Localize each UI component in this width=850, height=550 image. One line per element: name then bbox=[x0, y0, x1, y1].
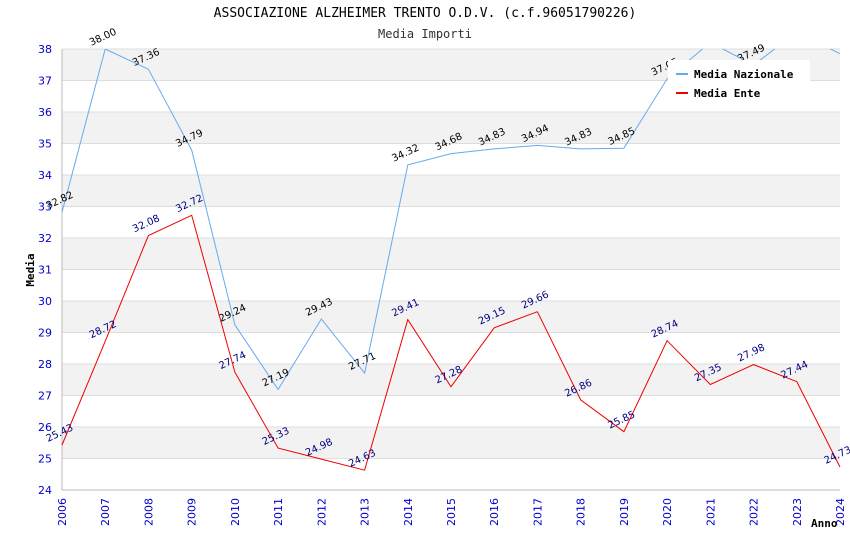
y-tick-label: 30 bbox=[38, 295, 52, 308]
x-tick-label: 2017 bbox=[531, 498, 544, 526]
legend-entry: Media Nazionale bbox=[694, 68, 794, 81]
y-tick-label: 34 bbox=[38, 169, 52, 182]
grid-band bbox=[62, 458, 840, 490]
grid-band bbox=[62, 143, 840, 175]
y-tick-label: 33 bbox=[38, 201, 52, 214]
y-tick-label: 32 bbox=[38, 232, 52, 245]
x-tick-label: 2013 bbox=[359, 498, 372, 526]
x-axis-label: Anno bbox=[811, 517, 838, 530]
y-tick-label: 29 bbox=[38, 327, 52, 340]
x-tick-label: 2006 bbox=[56, 498, 69, 526]
x-tick-label: 2024 bbox=[834, 498, 847, 526]
x-tick-label: 2022 bbox=[748, 498, 761, 526]
series-line bbox=[61, 214, 841, 471]
x-tick-label: 2019 bbox=[618, 498, 631, 526]
chart-title: ASSOCIAZIONE ALZHEIMER TRENTO O.D.V. (c.… bbox=[213, 6, 637, 21]
y-tick-label: 36 bbox=[38, 106, 52, 119]
legend-entry: Media Ente bbox=[694, 87, 761, 100]
grid-band bbox=[62, 301, 840, 333]
y-tick-label: 25 bbox=[38, 453, 52, 466]
x-tick-label: 2014 bbox=[402, 498, 415, 526]
chart-subtitle: Media Importi bbox=[378, 27, 472, 41]
grid-band bbox=[62, 238, 840, 270]
y-tick-label: 27 bbox=[38, 390, 52, 403]
x-tick-label: 2007 bbox=[99, 498, 112, 526]
x-tick-label: 2021 bbox=[704, 498, 717, 526]
y-tick-label: 24 bbox=[38, 484, 52, 497]
x-tick-label: 2011 bbox=[272, 498, 285, 526]
x-tick-label: 2023 bbox=[791, 498, 804, 526]
data-label: 38.00 bbox=[88, 27, 119, 49]
series-line bbox=[61, 49, 841, 391]
grid-band bbox=[62, 175, 840, 207]
y-tick-label: 35 bbox=[38, 138, 52, 151]
y-tick-label: 31 bbox=[38, 264, 52, 277]
grid-band bbox=[62, 364, 840, 396]
x-tick-label: 2012 bbox=[315, 498, 328, 526]
x-tick-label: 2020 bbox=[661, 498, 674, 526]
x-tick-label: 2010 bbox=[229, 498, 242, 526]
grid-band bbox=[62, 427, 840, 459]
y-tick-label: 26 bbox=[38, 421, 52, 434]
x-tick-label: 2015 bbox=[445, 498, 458, 526]
legend-box bbox=[668, 60, 810, 102]
x-tick-label: 2008 bbox=[142, 498, 155, 526]
y-tick-label: 37 bbox=[38, 75, 52, 88]
grid-band bbox=[62, 332, 840, 364]
y-axis-label: Media bbox=[24, 253, 37, 286]
x-tick-label: 2016 bbox=[488, 498, 501, 526]
y-tick-label: 28 bbox=[38, 358, 52, 371]
x-tick-label: 2018 bbox=[575, 498, 588, 526]
grid-band bbox=[62, 112, 840, 144]
grid-band bbox=[62, 269, 840, 301]
grid-band bbox=[62, 206, 840, 238]
y-tick-label: 38 bbox=[38, 43, 52, 56]
grid-band bbox=[62, 395, 840, 427]
x-tick-label: 2009 bbox=[186, 498, 199, 526]
